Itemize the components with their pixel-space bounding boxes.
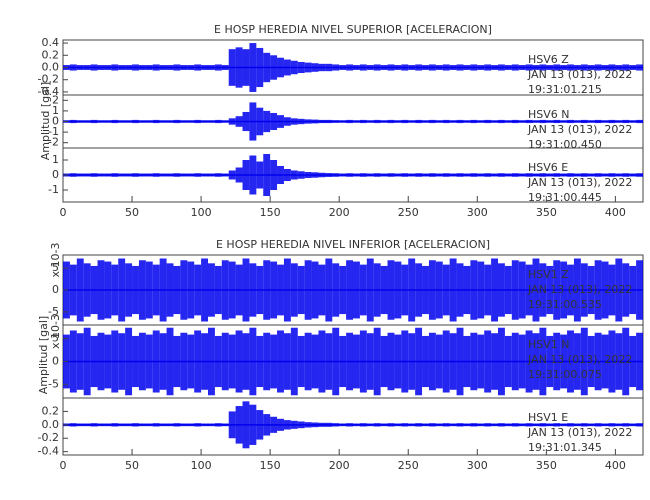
y-tick-label: 0 (52, 355, 59, 368)
trace-label: HSV1 E (528, 411, 568, 424)
y-unit-label: x 10-3 (49, 243, 62, 278)
x-tick-label: 100 (191, 459, 212, 472)
trace-label: 19:31:00.535 (528, 298, 602, 311)
y-tick-label: 5 (52, 332, 59, 345)
y-axis-label: Amplitud [gal] (37, 316, 50, 394)
x-tick-label: 300 (467, 206, 488, 219)
x-tick-label: 300 (467, 459, 488, 472)
trace-label: 19:31:01.345 (528, 441, 602, 454)
y-tick-label: 0 (52, 168, 59, 181)
x-tick-label: 250 (398, 206, 419, 219)
trace-label: HSV1 Z (528, 268, 569, 281)
x-tick-label: 400 (605, 459, 626, 472)
x-tick-label: 150 (260, 206, 281, 219)
trace-label: 19:31:00.450 (528, 138, 602, 151)
trace-label: HSV1 N (528, 338, 570, 351)
y-tick-label: 0 (52, 283, 59, 296)
y-tick-label: -1 (48, 125, 59, 138)
chart-title: E HOSP HEREDIA NIVEL SUPERIOR [ACELERACI… (214, 23, 492, 36)
x-tick-label: 50 (125, 206, 139, 219)
y-tick-label: -5 (48, 305, 59, 318)
y-tick-label: 1 (52, 153, 59, 166)
y-tick-label: -0.2 (38, 73, 59, 86)
trace-label: JAN 13 (013), 2022 (527, 176, 632, 189)
y-tick-label: 5 (52, 261, 59, 274)
trace-label: JAN 13 (013), 2022 (527, 426, 632, 439)
x-tick-label: 200 (329, 206, 350, 219)
y-tick-label: -1 (48, 183, 59, 196)
y-tick-label: -5 (48, 377, 59, 390)
y-tick-label: 0 (52, 115, 59, 128)
y-unit-label: x 10-3 (49, 314, 62, 349)
trace-label: JAN 13 (013), 2022 (527, 123, 632, 136)
y-tick-label: -2 (48, 136, 59, 149)
x-tick-label: 150 (260, 459, 281, 472)
trace-label: 19:31:00.445 (528, 191, 602, 204)
x-tick-label: 0 (60, 206, 67, 219)
x-tick-label: 250 (398, 459, 419, 472)
x-tick-label: 100 (191, 206, 212, 219)
trace-label: JAN 13 (013), 2022 (527, 353, 632, 366)
x-tick-label: 350 (536, 206, 557, 219)
trace-label: HSV6 Z (528, 53, 569, 66)
y-tick-label: 2 (52, 93, 59, 106)
trace-label: 19:31:01.215 (528, 83, 602, 96)
trace-label: 19:31:00.075 (528, 368, 602, 381)
y-tick-label: -0.4 (38, 445, 59, 458)
x-tick-label: 400 (605, 206, 626, 219)
y-tick-label: 0.4 (42, 36, 60, 49)
chart-title: E HOSP HEREDIA NIVEL INFERIOR [ACELERACI… (216, 238, 490, 251)
y-tick-label: 0.0 (42, 61, 60, 74)
trace-label: JAN 13 (013), 2022 (527, 283, 632, 296)
x-tick-label: 350 (536, 459, 557, 472)
y-tick-label: -0.2 (38, 431, 59, 444)
x-tick-label: 0 (60, 459, 67, 472)
y-tick-label: 1 (52, 104, 59, 117)
y-tick-label: 0.2 (42, 404, 60, 417)
y-tick-label: 0.0 (42, 418, 60, 431)
y-tick-label: 0.2 (42, 48, 60, 61)
trace-label: HSV6 N (528, 108, 570, 121)
y-tick-label: -0.4 (38, 85, 59, 98)
trace-label: JAN 13 (013), 2022 (527, 68, 632, 81)
x-tick-label: 50 (125, 459, 139, 472)
y-axis-label: Amplitud [gal] (39, 82, 52, 160)
trace-label: HSV6 E (528, 161, 568, 174)
x-tick-label: 200 (329, 459, 350, 472)
